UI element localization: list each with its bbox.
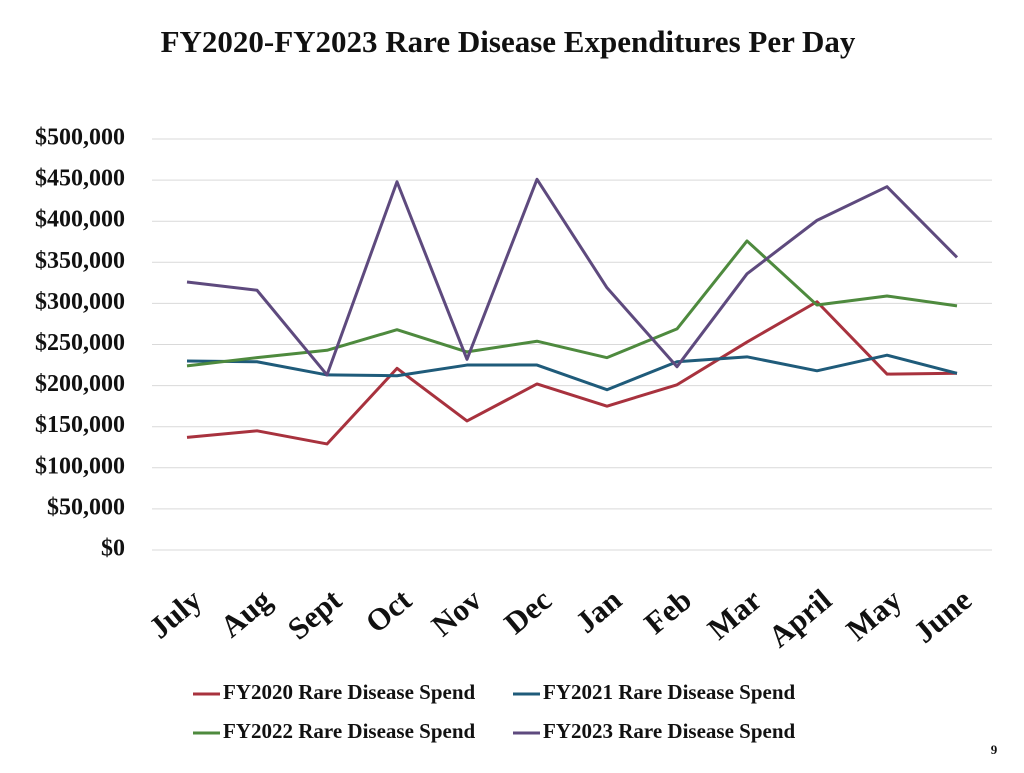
y-tick-label: $500,000 bbox=[35, 125, 125, 151]
x-tick-label: May bbox=[839, 582, 908, 648]
slide-number: 9 bbox=[991, 742, 998, 757]
x-tick-label: April bbox=[761, 582, 838, 654]
y-tick-label: $250,000 bbox=[35, 330, 125, 356]
x-tick-label: Dec bbox=[497, 582, 558, 641]
y-tick-label: $0 bbox=[101, 536, 125, 562]
y-tick-label: $450,000 bbox=[35, 166, 125, 192]
legend-label: FY2020 Rare Disease Spend bbox=[223, 680, 476, 704]
y-tick-label: $100,000 bbox=[35, 453, 125, 479]
x-tick-label: Aug bbox=[213, 582, 278, 645]
x-tick-label: July bbox=[142, 582, 208, 646]
y-tick-label: $350,000 bbox=[35, 248, 125, 274]
data-line bbox=[186, 300, 958, 446]
y-tick-label: $200,000 bbox=[35, 371, 125, 397]
y-tick-label: $50,000 bbox=[47, 494, 125, 520]
legend-label: FY2021 Rare Disease Spend bbox=[543, 680, 796, 704]
x-tick-label: Mar bbox=[701, 582, 769, 647]
x-tick-label: Feb bbox=[637, 582, 698, 641]
x-tick-label: Nov bbox=[425, 582, 489, 643]
legend-label: FY2022 Rare Disease Spend bbox=[223, 719, 476, 743]
data-line bbox=[186, 239, 958, 368]
chart-title: FY2020-FY2023 Rare Disease Expenditures … bbox=[161, 24, 856, 59]
legend-label: FY2023 Rare Disease Spend bbox=[543, 719, 796, 743]
x-tick-label: Oct bbox=[359, 582, 419, 640]
y-tick-label: $400,000 bbox=[35, 207, 125, 233]
data-line bbox=[186, 177, 959, 377]
x-tick-label: Jan bbox=[569, 582, 628, 640]
data-line bbox=[186, 353, 958, 392]
y-tick-label: $150,000 bbox=[35, 412, 125, 438]
y-tick-label: $300,000 bbox=[35, 289, 125, 315]
x-tick-label: Sept bbox=[281, 582, 349, 647]
x-tick-label: June bbox=[907, 582, 978, 650]
